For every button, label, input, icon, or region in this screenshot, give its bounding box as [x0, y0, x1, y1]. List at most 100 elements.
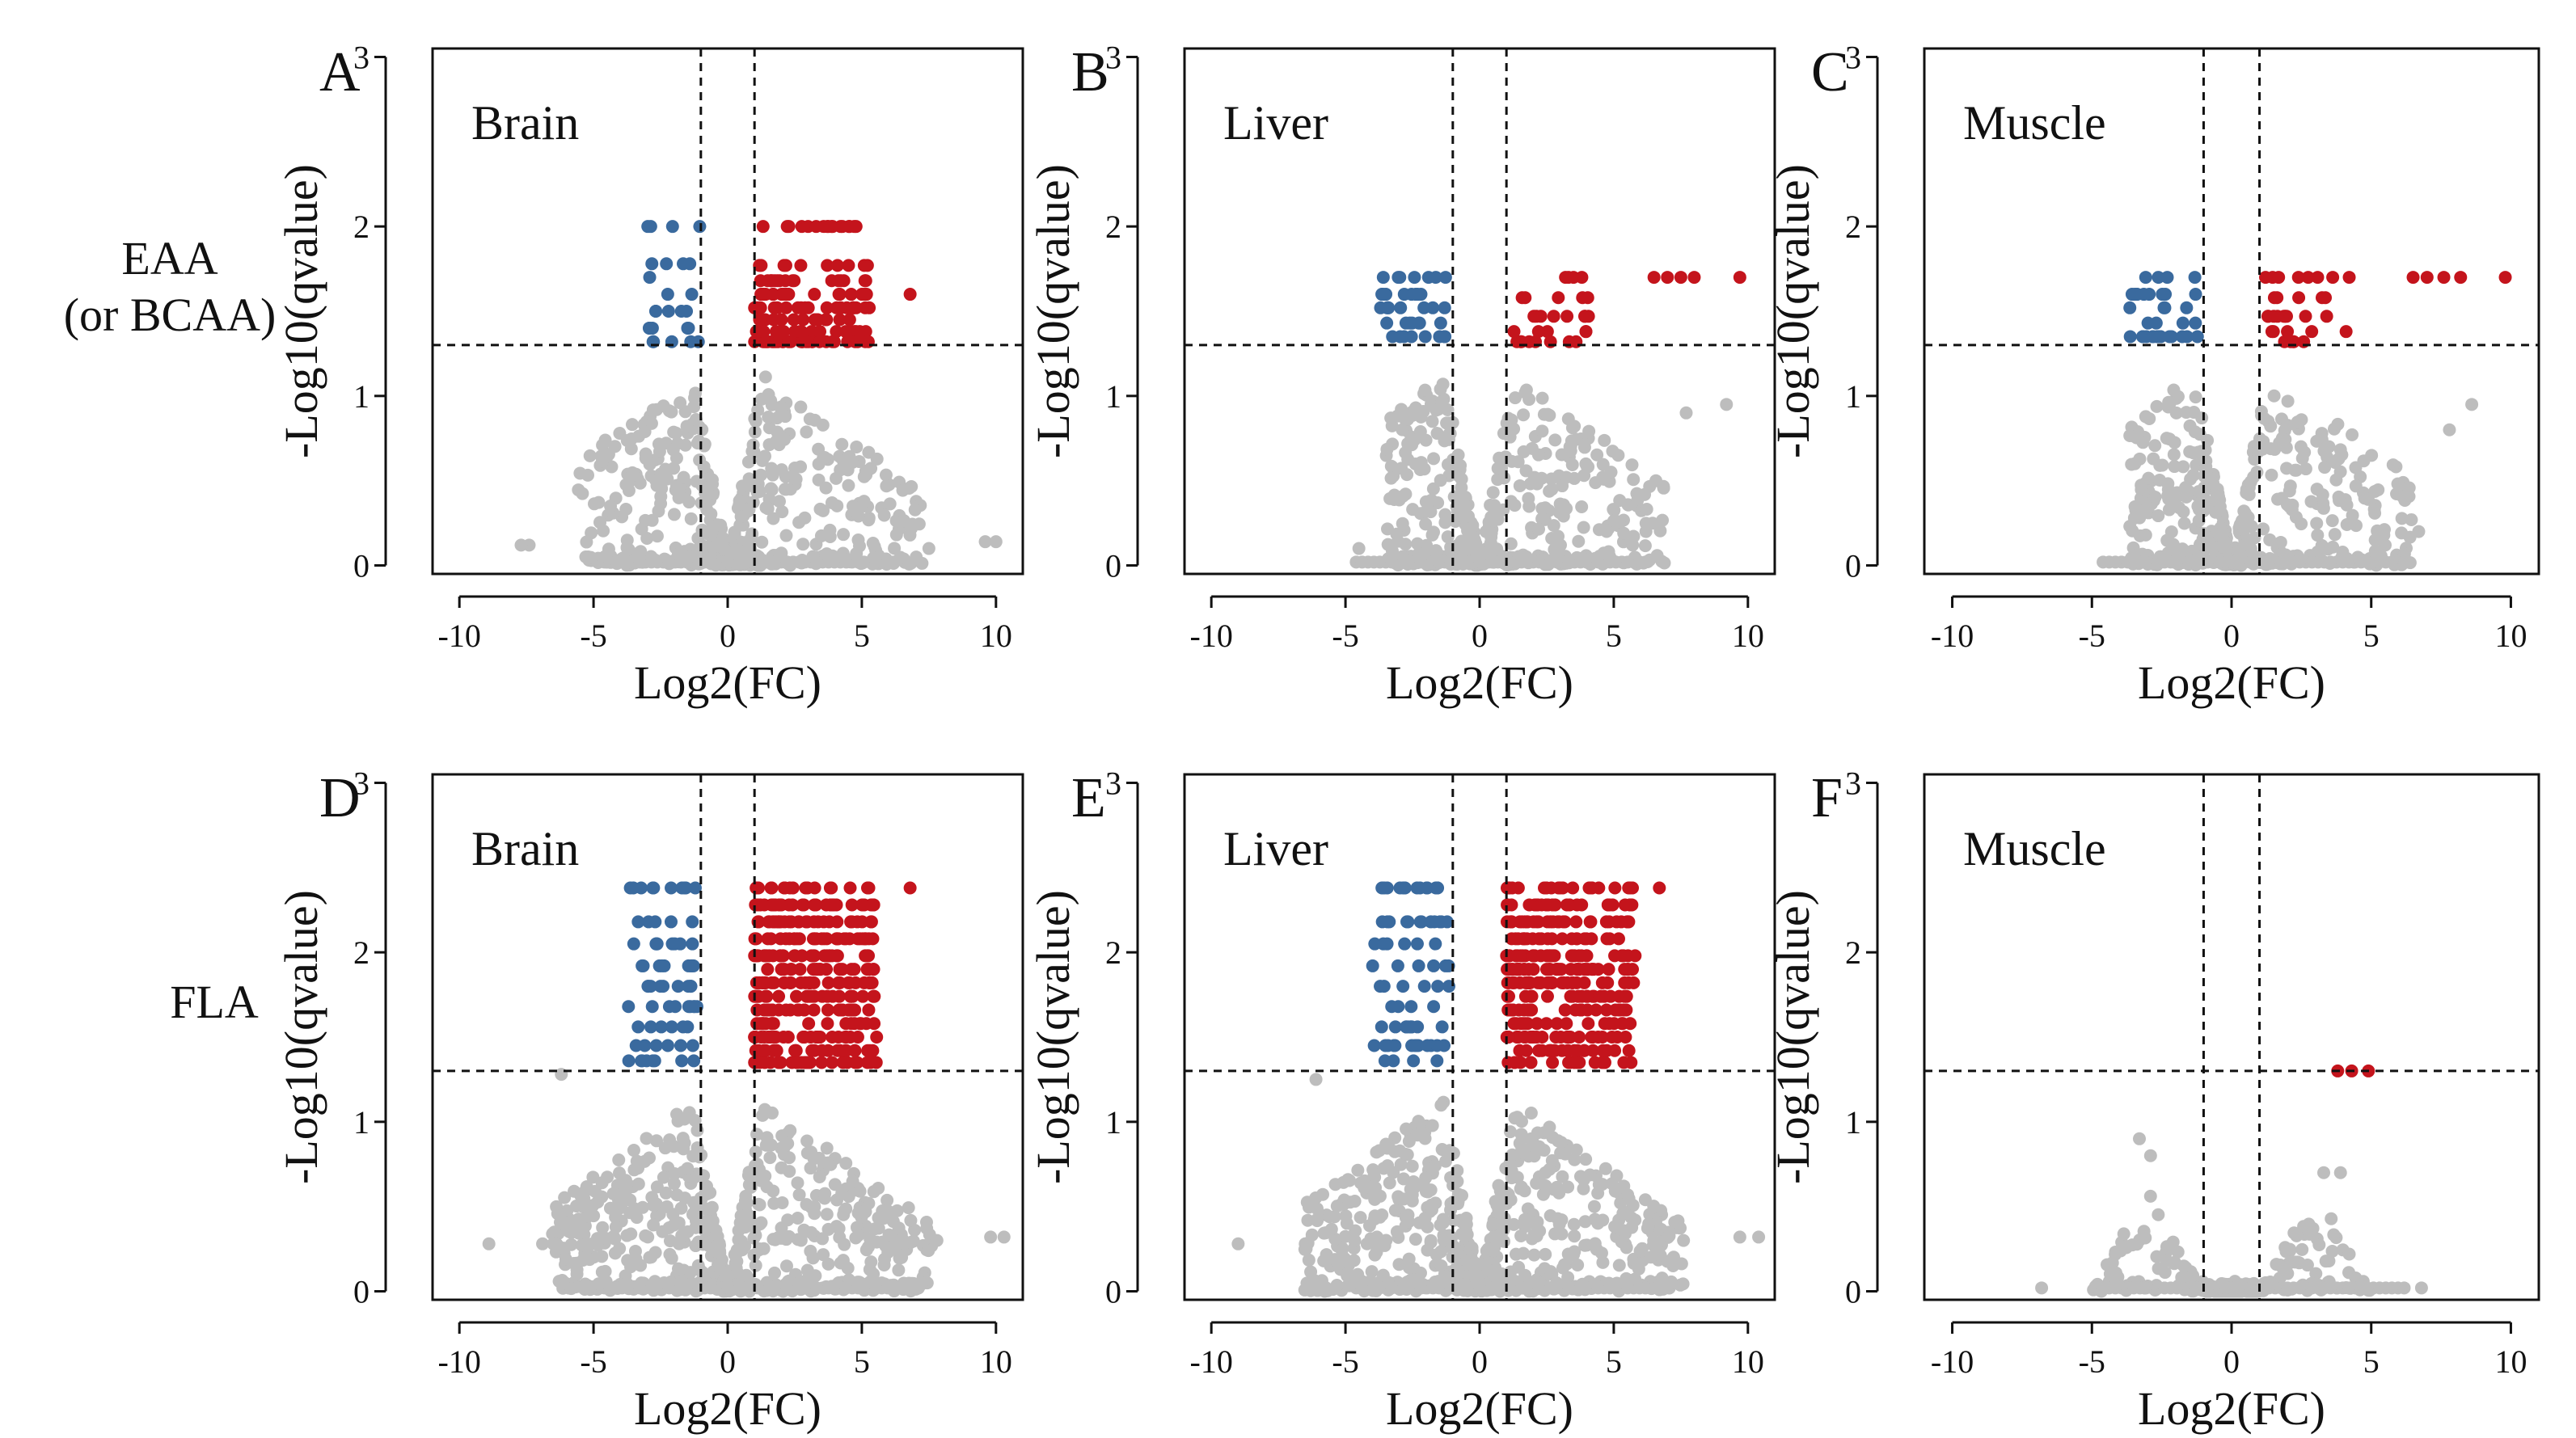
panel-c-ns-point	[2215, 540, 2228, 554]
panel-f-ns-point	[2117, 1227, 2130, 1241]
panel-d-ns-point	[578, 1184, 592, 1198]
panel-d-ns-point	[609, 1210, 623, 1224]
panel-a-ns-point	[697, 460, 711, 474]
panel-e-ns-point	[1596, 1213, 1610, 1227]
panel-d-down-point	[654, 1020, 668, 1034]
panel-a-ns-point	[880, 479, 893, 493]
panel-d-down-point	[629, 1039, 643, 1052]
panel-b-down-point	[1391, 271, 1405, 285]
panel-b-up-point	[1560, 310, 1574, 323]
panel-e-up-point	[1521, 1003, 1535, 1017]
panel-d-up-point	[763, 1056, 777, 1069]
panel-d-ns-point	[828, 1178, 842, 1191]
panel-a-up-point	[780, 220, 794, 234]
panel-c-ns-point	[2368, 506, 2382, 520]
panel-e-down-point	[1438, 959, 1452, 972]
panel-e-x-tick-label: 0	[1472, 1343, 1488, 1380]
panel-c-ns-point	[2365, 449, 2379, 462]
panel-d-ns-point	[817, 1191, 831, 1205]
panel-b-down-point	[1438, 330, 1451, 344]
panel-b-title: Liver	[1223, 96, 1328, 150]
panel-a-letter: A	[319, 41, 361, 103]
panel-d-down-point	[646, 881, 660, 895]
panel-a-ns-point	[749, 415, 762, 428]
panel-e-ns-point	[1412, 1115, 1425, 1128]
panel-b-down-point	[1408, 271, 1421, 285]
panel-e-up-point	[1610, 915, 1624, 929]
panel-a-ns-point	[643, 458, 657, 471]
panel-e-ns-point	[1479, 1263, 1493, 1277]
panel-e-ns-point	[1425, 1119, 1439, 1132]
panel-a-ns-point	[597, 524, 610, 538]
panel-d-up-point	[809, 1031, 823, 1044]
panel-d-ns-point	[699, 1179, 713, 1193]
panel-d-up-point	[789, 1044, 803, 1057]
panel-e-ns-point	[1514, 1229, 1528, 1242]
panel-e-ns-point	[1567, 1217, 1581, 1231]
panel-b-ns-point	[1535, 424, 1549, 438]
panel-e-ns-point	[1402, 1134, 1416, 1148]
panel-e-up-point	[1501, 1031, 1515, 1044]
panel-a-up-point	[796, 313, 810, 327]
panel-c-ns-point	[2143, 411, 2156, 425]
panel-d-up-point	[831, 976, 845, 989]
panel-d-up-point	[862, 881, 876, 895]
panel-f-ns-point	[2109, 1245, 2122, 1259]
panel-d-ns-point	[691, 1235, 705, 1249]
panel-e-x-tick-label: 10	[1732, 1343, 1764, 1380]
panel-d-up-point	[826, 898, 839, 912]
panel-d-ns-point	[804, 1225, 818, 1239]
panel-b-y-tick-label: 1	[1105, 378, 1121, 415]
panel-e-ns-point	[1370, 1145, 1383, 1159]
panel-a-down-point	[644, 220, 657, 234]
panel-b-ns-point	[1552, 469, 1566, 483]
panel-a-ns-point	[906, 517, 919, 531]
panel-d-up-point	[843, 1031, 857, 1044]
panel-c-ns-point	[2186, 446, 2200, 460]
panel-d-up-point	[757, 1044, 771, 1057]
panel-a-ns-point	[580, 535, 593, 549]
panel-d-ns-point	[922, 1244, 935, 1258]
panel-f-ns-point	[2160, 1254, 2173, 1267]
panel-b-ns-point	[1556, 479, 1569, 493]
panel-b-ns-point	[1504, 537, 1518, 550]
panel-c-ns-point	[2213, 503, 2227, 517]
panel-a-up-point	[809, 220, 823, 234]
panel-e-ns-point	[1392, 1258, 1406, 1271]
panel-b-down-point	[1438, 271, 1452, 285]
panel-d-down-point	[622, 1054, 636, 1068]
panel-a-up-point	[753, 313, 766, 327]
panel-d-ns-point	[576, 1253, 590, 1267]
panel-e-up-point	[1577, 932, 1591, 946]
panel-a-ns-point	[779, 483, 793, 496]
panel-d-ns-point	[792, 1188, 806, 1202]
panel-d-up-point	[826, 1056, 839, 1069]
panel-e-down-point	[1435, 1020, 1449, 1034]
panel-e-up-point	[1569, 915, 1583, 929]
panel-b-ns-point	[1484, 526, 1498, 540]
panel-c-up-point	[2259, 271, 2273, 285]
panel-c-x-tick-label: -10	[1931, 618, 1974, 654]
panel-b-frame	[1183, 47, 1776, 576]
panel-f-x-tick-label: -5	[2079, 1343, 2105, 1380]
panel-d-up-point	[762, 915, 776, 929]
panel-e-ns-point	[1328, 1232, 1342, 1246]
panel-d-up-point	[751, 898, 765, 912]
panel-c-up-point	[2420, 271, 2434, 285]
panel-d-ns-point	[897, 1276, 910, 1290]
panel-c-ns-point	[2183, 419, 2197, 432]
panel-e-ns-point	[1417, 1177, 1430, 1191]
panel-b-ns-point	[1575, 500, 1589, 514]
panel-d-up-point	[863, 976, 876, 989]
panel-a-ns-point	[652, 445, 666, 458]
panel-c-ns-point	[2397, 555, 2411, 569]
panel-d-up-point	[774, 915, 788, 929]
panel-e-up-point	[1542, 963, 1556, 976]
panel-f-y-tick-label: 2	[1845, 934, 1861, 971]
panel-c-up-point	[2437, 271, 2451, 285]
panel-a-ns-point	[978, 535, 992, 549]
panel-e-ns-point	[1598, 1162, 1612, 1175]
panel-d-ns-point	[586, 1170, 600, 1184]
panel-e-ns-point	[1578, 1215, 1592, 1229]
panel-d-up-point	[806, 949, 820, 963]
